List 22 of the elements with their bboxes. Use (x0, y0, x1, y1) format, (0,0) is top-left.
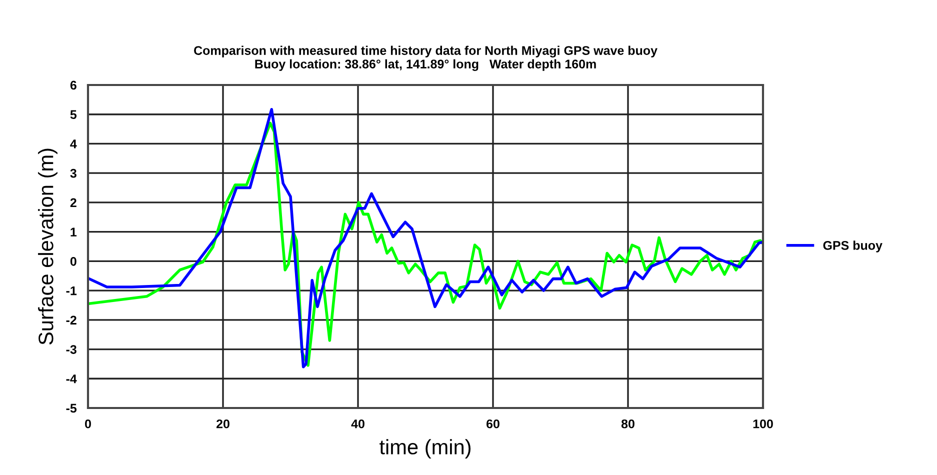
x-tick-label: 80 (621, 419, 634, 428)
chart-title: Comparison with measured time history data for North Miyagi GPS wave buoy Buoy location: 38.86° lat, 141.89° long Water depth 160m (194, 46, 658, 71)
y-tick-label: 0 (70, 256, 76, 266)
x-tick-label: 60 (486, 419, 500, 428)
x-tick-label: 20 (216, 419, 230, 428)
x-tick-label: 0 (85, 419, 91, 428)
x-tick-label: 40 (351, 419, 364, 428)
y-tick-label: 1 (70, 228, 77, 236)
y-tick-label: -2 (66, 316, 76, 324)
y-tick-label: 2 (70, 198, 76, 207)
x-tick-label: 100 (753, 419, 773, 428)
y-tick-label: -4 (66, 374, 77, 384)
y-axis-title: Surface elevation (m) (38, 148, 58, 345)
legend-label: GPS buoy (823, 240, 882, 252)
y-tick-label: 6 (70, 80, 76, 90)
y-tick-label: 3 (70, 168, 76, 178)
y-tick-label: -3 (66, 345, 76, 354)
y-tick-label: -5 (66, 404, 77, 413)
y-tick-label: 5 (70, 110, 77, 120)
x-axis-title: time (min) (380, 439, 471, 459)
y-tick-label: 4 (70, 140, 77, 148)
y-tick-label: -1 (66, 286, 77, 296)
